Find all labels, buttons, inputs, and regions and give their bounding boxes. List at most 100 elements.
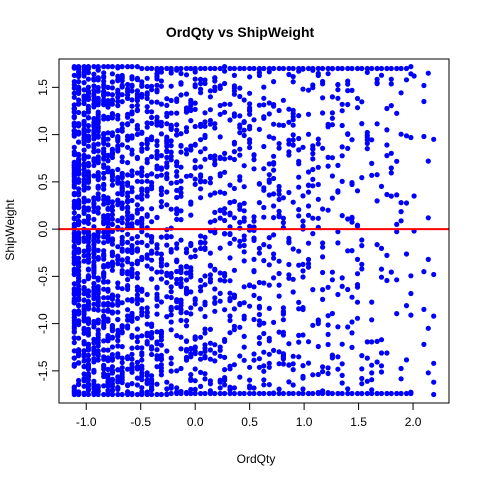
data-point bbox=[168, 385, 174, 391]
data-point bbox=[378, 350, 385, 356]
data-point bbox=[101, 150, 107, 156]
data-point bbox=[198, 90, 204, 96]
data-point bbox=[105, 308, 111, 314]
data-point bbox=[290, 367, 296, 373]
data-point bbox=[125, 271, 131, 277]
data-point bbox=[241, 233, 247, 239]
data-point bbox=[101, 164, 107, 170]
data-point bbox=[129, 74, 135, 80]
data-point bbox=[325, 370, 331, 377]
data-point bbox=[339, 213, 345, 219]
data-point bbox=[125, 239, 131, 245]
data-point bbox=[266, 172, 272, 178]
data-point bbox=[149, 334, 155, 340]
data-point bbox=[85, 163, 91, 169]
data-point bbox=[237, 122, 243, 128]
data-point bbox=[81, 69, 87, 75]
data-point bbox=[349, 215, 355, 221]
data-point bbox=[261, 242, 267, 248]
data-point bbox=[188, 311, 194, 317]
data-point bbox=[119, 257, 125, 263]
data-point bbox=[280, 220, 286, 226]
data-point bbox=[144, 331, 150, 337]
data-point bbox=[125, 297, 131, 303]
data-point bbox=[149, 154, 155, 160]
data-point bbox=[81, 339, 87, 345]
data-point bbox=[95, 335, 101, 341]
data-point bbox=[280, 195, 286, 201]
data-point bbox=[188, 372, 194, 378]
data-point bbox=[95, 116, 101, 122]
data-point bbox=[119, 64, 125, 70]
data-point bbox=[174, 67, 180, 73]
data-point bbox=[183, 310, 190, 316]
data-point bbox=[231, 306, 237, 312]
data-point bbox=[81, 187, 87, 193]
data-point bbox=[349, 137, 355, 143]
data-point bbox=[71, 257, 77, 263]
data-point bbox=[119, 121, 125, 127]
data-point bbox=[251, 390, 257, 397]
data-point bbox=[237, 219, 243, 225]
data-point bbox=[178, 346, 184, 352]
data-point bbox=[227, 290, 233, 296]
data-point bbox=[207, 65, 213, 72]
data-point bbox=[76, 295, 82, 301]
data-point bbox=[129, 197, 135, 204]
y-axis-label: ShipWeight bbox=[3, 199, 17, 261]
data-point bbox=[425, 325, 431, 331]
data-point bbox=[403, 303, 410, 309]
data-point bbox=[164, 174, 170, 180]
data-point bbox=[222, 210, 228, 216]
data-point bbox=[231, 267, 237, 273]
data-point bbox=[168, 274, 174, 280]
data-point bbox=[134, 391, 140, 398]
data-point bbox=[164, 348, 170, 354]
data-point bbox=[125, 64, 131, 70]
data-point bbox=[76, 219, 82, 225]
data-point bbox=[251, 269, 257, 275]
data-point bbox=[81, 229, 87, 235]
data-point bbox=[261, 187, 267, 193]
data-point bbox=[198, 174, 204, 180]
data-point bbox=[119, 355, 125, 361]
data-point bbox=[134, 240, 140, 246]
data-point bbox=[134, 75, 140, 81]
data-point bbox=[109, 364, 115, 370]
data-point bbox=[290, 74, 296, 80]
data-point bbox=[207, 389, 213, 395]
data-point bbox=[290, 382, 296, 388]
data-point bbox=[76, 162, 82, 168]
data-point bbox=[85, 377, 91, 383]
data-point bbox=[81, 161, 87, 168]
data-point bbox=[202, 132, 208, 138]
data-point bbox=[125, 231, 131, 237]
data-point bbox=[105, 383, 111, 389]
data-point bbox=[95, 317, 101, 323]
data-point bbox=[168, 149, 174, 155]
data-point bbox=[71, 152, 77, 158]
data-point bbox=[119, 344, 125, 350]
data-point bbox=[222, 382, 228, 388]
data-point bbox=[91, 306, 97, 312]
data-point bbox=[168, 368, 174, 374]
data-point bbox=[101, 354, 107, 360]
data-point bbox=[202, 390, 208, 397]
data-point bbox=[71, 290, 77, 296]
data-point bbox=[320, 269, 326, 276]
data-point bbox=[378, 266, 385, 272]
data-point bbox=[374, 198, 380, 204]
data-point bbox=[71, 164, 77, 170]
data-point bbox=[158, 328, 164, 334]
data-point bbox=[329, 390, 335, 397]
data-point bbox=[85, 89, 91, 95]
data-point bbox=[241, 249, 247, 255]
data-point bbox=[369, 362, 375, 368]
data-point bbox=[158, 269, 164, 275]
data-point bbox=[378, 245, 385, 251]
data-point bbox=[134, 122, 140, 129]
data-point bbox=[247, 101, 253, 107]
data-point bbox=[76, 267, 82, 274]
data-point bbox=[227, 390, 233, 397]
data-point bbox=[168, 143, 174, 149]
